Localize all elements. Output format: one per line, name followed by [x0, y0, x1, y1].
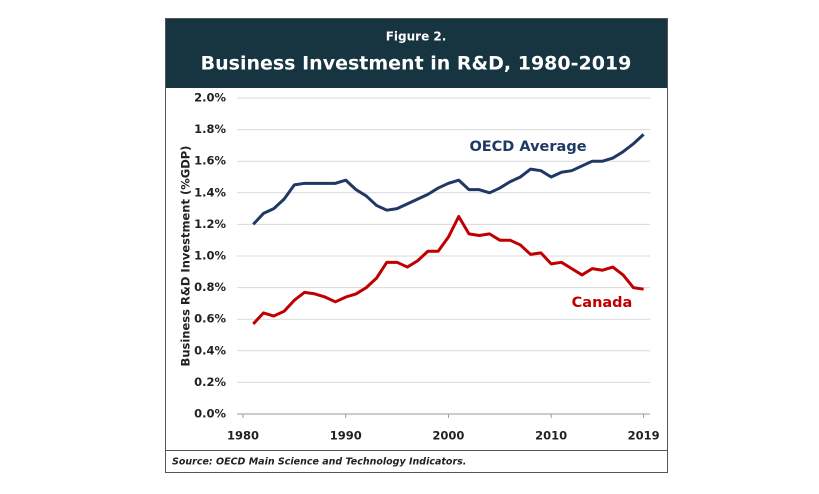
frame	[165, 18, 668, 473]
y-tick-label: 1.0%	[194, 249, 226, 263]
x-tick-label: 2010	[535, 429, 567, 443]
figure-label: Figure 2.	[386, 30, 447, 44]
y-tick-label: 0.8%	[194, 280, 226, 294]
x-tick-label: 1990	[330, 429, 362, 443]
y-tick-label: 0.0%	[194, 407, 226, 421]
chart-title: Business Investment in R&D, 1980-2019	[201, 53, 632, 75]
y-tick-label: 0.2%	[194, 375, 226, 389]
y-axis-label: Business R&D Investment (%GDP)	[179, 146, 193, 367]
series-label: OECD Average	[469, 139, 586, 155]
series-line	[252, 133, 645, 226]
y-tick-label: 1.4%	[194, 185, 226, 199]
x-tick-label: 2000	[432, 429, 464, 443]
y-tick-label: 0.6%	[194, 312, 226, 326]
header-band	[166, 19, 667, 88]
y-tick-label: 0.4%	[194, 343, 226, 357]
series-line	[252, 215, 644, 325]
y-tick-label: 1.2%	[194, 217, 226, 231]
y-tick-label: 1.8%	[194, 122, 226, 136]
x-tick-label: 1980	[227, 429, 259, 443]
x-tick-label: 2019	[628, 429, 660, 443]
y-tick-label: 1.6%	[194, 154, 226, 168]
source-note: Source: OECD Main Science and Technology…	[172, 457, 466, 468]
series-label: Canada	[572, 295, 633, 311]
y-tick-label: 2.0%	[194, 91, 226, 105]
